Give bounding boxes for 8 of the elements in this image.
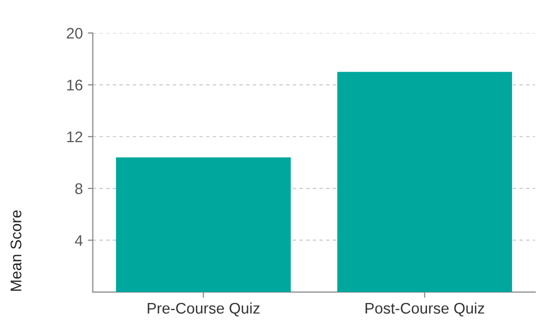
x-tick-label: Post-Course Quiz	[366, 302, 484, 316]
y-tick-label: 4	[74, 235, 83, 246]
y-tick-label: 16	[67, 80, 82, 90]
y-tick-label: 12	[67, 131, 82, 142]
y-tick-label: 20	[66, 28, 82, 39]
y-axis-title: Mean Score	[10, 210, 22, 291]
y-tick-label: 8	[75, 183, 82, 194]
x-tick-label: Pre-Course Quiz	[148, 302, 260, 316]
